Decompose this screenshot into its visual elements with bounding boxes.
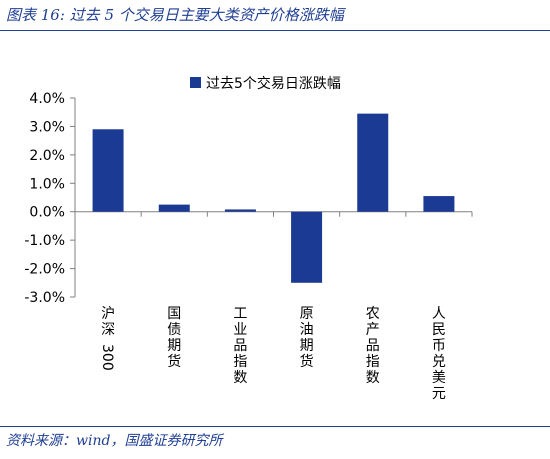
category-label: 原油期货 [300,306,314,370]
footer-rule [0,426,550,427]
y-axis: 4.0% 3.0% 2.0% 1.0% 0.0% -1.0% -2.0% -3.0% [24,91,76,306]
y-tick-label: 1.0% [29,176,65,192]
bar [224,209,256,212]
bar [92,129,124,212]
y-tick-label: 3.0% [29,119,65,135]
legend: 过去5个交易日涨跌幅 [190,75,341,92]
bar [357,113,389,212]
category-labels: 300 沪深 国债期货 工业品指数 原油期货 农产品指数 人民币兑美元 [99,306,446,402]
category-label: 农产品指数 [366,306,380,386]
category-label: 人民币兑美元 [432,306,446,402]
y-tick-label: -2.0% [24,262,65,278]
y-tick-label: -3.0% [24,290,65,306]
legend-label: 过去5个交易日涨跌幅 [206,75,341,92]
bar-chart: 过去5个交易日涨跌幅 4.0% 3.0% 2.0% 1.0% 0.0% -1.0% -2.0… [24,75,473,402]
category-label: 国债期货 [167,306,181,370]
category-label-digits: 300 [99,344,115,371]
y-tick-label: 2.0% [29,148,65,164]
bars [92,113,455,283]
category-label: 沪深 [101,306,115,338]
category-label: 工业品指数 [233,306,247,386]
y-tick-label: 4.0% [29,91,65,107]
y-tick-label: 0.0% [29,205,65,221]
y-tick-label: -1.0% [24,233,65,249]
bar [158,204,190,212]
source-note: 资料来源：wind，国盛证券研究所 [6,433,223,449]
bar [291,211,323,283]
figure-title: 图表 16: 过去 5 个交易日主要大类资产价格涨跌幅 [6,6,344,24]
x-axis [74,211,473,217]
bar [423,196,455,212]
header-rule [0,30,550,31]
legend-swatch [190,77,201,88]
